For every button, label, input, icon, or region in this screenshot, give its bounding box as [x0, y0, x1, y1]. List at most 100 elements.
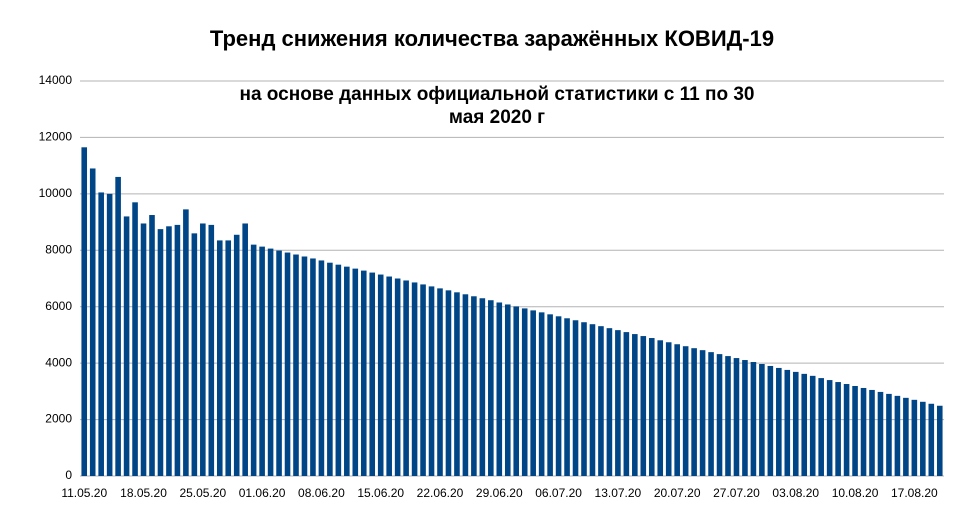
bar — [174, 224, 181, 476]
bar — [208, 224, 215, 476]
bar — [869, 389, 875, 476]
bar — [809, 375, 816, 476]
bar — [877, 391, 884, 476]
bar — [437, 288, 443, 476]
bar — [648, 338, 655, 476]
bar — [89, 168, 96, 476]
bar — [191, 233, 198, 476]
bar — [606, 328, 613, 476]
bar — [394, 278, 401, 476]
bar — [682, 346, 689, 476]
bar — [377, 274, 384, 476]
bar — [106, 193, 113, 476]
bar — [589, 324, 596, 476]
bar — [386, 276, 392, 476]
bar — [860, 387, 867, 476]
bar — [572, 320, 579, 476]
x-tick-label: 25.05.20 — [179, 486, 226, 500]
bar — [818, 378, 824, 476]
y-tick-label: 2000 — [45, 412, 72, 426]
bar — [344, 266, 350, 476]
y-tick-label: 6000 — [45, 299, 72, 313]
bar — [242, 223, 248, 476]
bar — [894, 395, 901, 476]
bar — [691, 348, 697, 476]
bar — [420, 284, 426, 476]
bar — [699, 350, 706, 476]
bar — [98, 192, 104, 477]
bar — [750, 362, 757, 476]
x-tick-label: 13.07.20 — [595, 486, 642, 500]
bar — [936, 405, 943, 476]
bar — [521, 308, 528, 476]
y-tick-label: 4000 — [45, 355, 72, 369]
bar — [538, 312, 545, 476]
bar — [293, 254, 299, 476]
bar — [504, 304, 511, 476]
bar — [284, 252, 291, 476]
bar — [488, 300, 494, 476]
x-tick-label: 18.05.20 — [120, 486, 167, 500]
bar — [784, 369, 791, 476]
bar — [81, 147, 88, 476]
bar — [708, 352, 714, 476]
bar — [792, 371, 799, 476]
x-tick-label: 03.08.20 — [772, 486, 819, 500]
bar — [555, 316, 562, 476]
bar — [216, 240, 223, 476]
bar — [301, 256, 308, 476]
bar — [547, 314, 553, 476]
bar — [530, 310, 536, 476]
bar — [471, 296, 477, 476]
bar — [767, 365, 774, 476]
x-tick-label: 22.06.20 — [417, 486, 464, 500]
bar — [335, 264, 342, 476]
bar — [640, 336, 647, 476]
y-tick-label: 14000 — [39, 73, 73, 87]
bar — [564, 318, 570, 476]
x-tick-label: 27.07.20 — [713, 486, 760, 500]
bar — [327, 262, 333, 476]
bar — [852, 385, 858, 476]
x-tick-label: 15.06.20 — [357, 486, 404, 500]
x-tick-label: 29.06.20 — [476, 486, 523, 500]
bar — [157, 229, 164, 476]
y-tick-label: 12000 — [39, 130, 73, 144]
bar — [716, 354, 723, 476]
bar — [140, 223, 147, 476]
bar — [928, 403, 935, 476]
bar — [360, 270, 367, 476]
bar — [826, 380, 833, 476]
bar — [581, 322, 587, 476]
bar — [132, 202, 138, 477]
bar — [725, 356, 731, 476]
x-tick-label: 06.07.20 — [535, 486, 582, 500]
x-tick-label: 08.06.20 — [298, 486, 345, 500]
bar — [733, 358, 740, 476]
bar — [903, 397, 909, 476]
bar — [843, 384, 850, 476]
bar — [149, 215, 155, 476]
subtitle: мая 2020 г — [449, 107, 545, 128]
bar — [632, 334, 638, 476]
bar — [462, 294, 469, 476]
bar — [318, 260, 325, 476]
subtitle: на основе данных официальной статистики … — [239, 84, 754, 105]
bar — [598, 326, 604, 476]
bar — [665, 342, 672, 476]
bar — [886, 393, 892, 476]
bar — [445, 290, 452, 476]
bar — [310, 258, 316, 476]
bar — [411, 282, 418, 476]
x-tick-label: 11.05.20 — [61, 486, 107, 500]
chart-title: Тренд снижения количества заражённых КОВ… — [210, 26, 774, 51]
y-tick-label: 0 — [65, 468, 72, 482]
bar — [267, 248, 274, 476]
bar — [352, 268, 359, 476]
x-tick-label: 01.06.20 — [239, 486, 286, 500]
bar — [225, 240, 232, 476]
y-tick-label: 8000 — [45, 242, 72, 256]
bar — [428, 286, 435, 476]
bar — [513, 306, 520, 476]
